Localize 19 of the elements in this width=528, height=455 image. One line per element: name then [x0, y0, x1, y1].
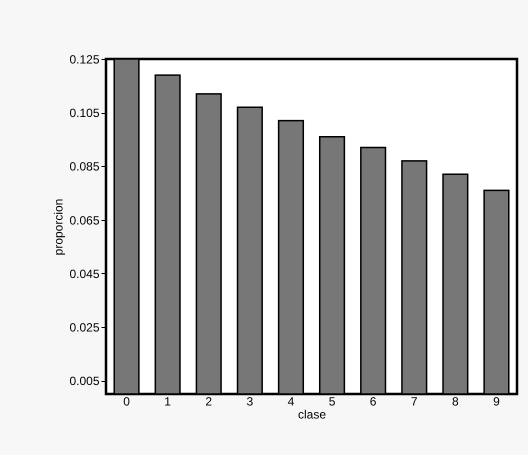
x-tick-label: 6 [370, 394, 377, 408]
x-tick-label: 5 [328, 394, 336, 408]
y-axis-title: proporcion [51, 198, 66, 256]
x-tick-label: 9 [493, 394, 500, 408]
x-tick-label: 4 [288, 394, 295, 408]
x-tick-label: 7 [410, 394, 418, 408]
y-tick-label: 0.045 [69, 266, 100, 281]
x-tick-label: 1 [164, 394, 172, 408]
x-tick-label: 8 [452, 394, 460, 408]
y-tick-label: 0.105 [69, 106, 100, 120]
y-tick-label: 0.085 [69, 160, 100, 174]
y-tick-label: 0.065 [69, 213, 100, 228]
x-tick-label: 0 [123, 394, 130, 408]
y-tick-label: 0.005 [69, 374, 100, 388]
x-axis-title: clase [298, 408, 326, 422]
x-tick-label: 2 [205, 394, 212, 408]
y-tick-label: 0.025 [69, 320, 100, 334]
y-tick-label: 0.125 [69, 52, 100, 66]
x-tick-label: 3 [246, 394, 254, 408]
